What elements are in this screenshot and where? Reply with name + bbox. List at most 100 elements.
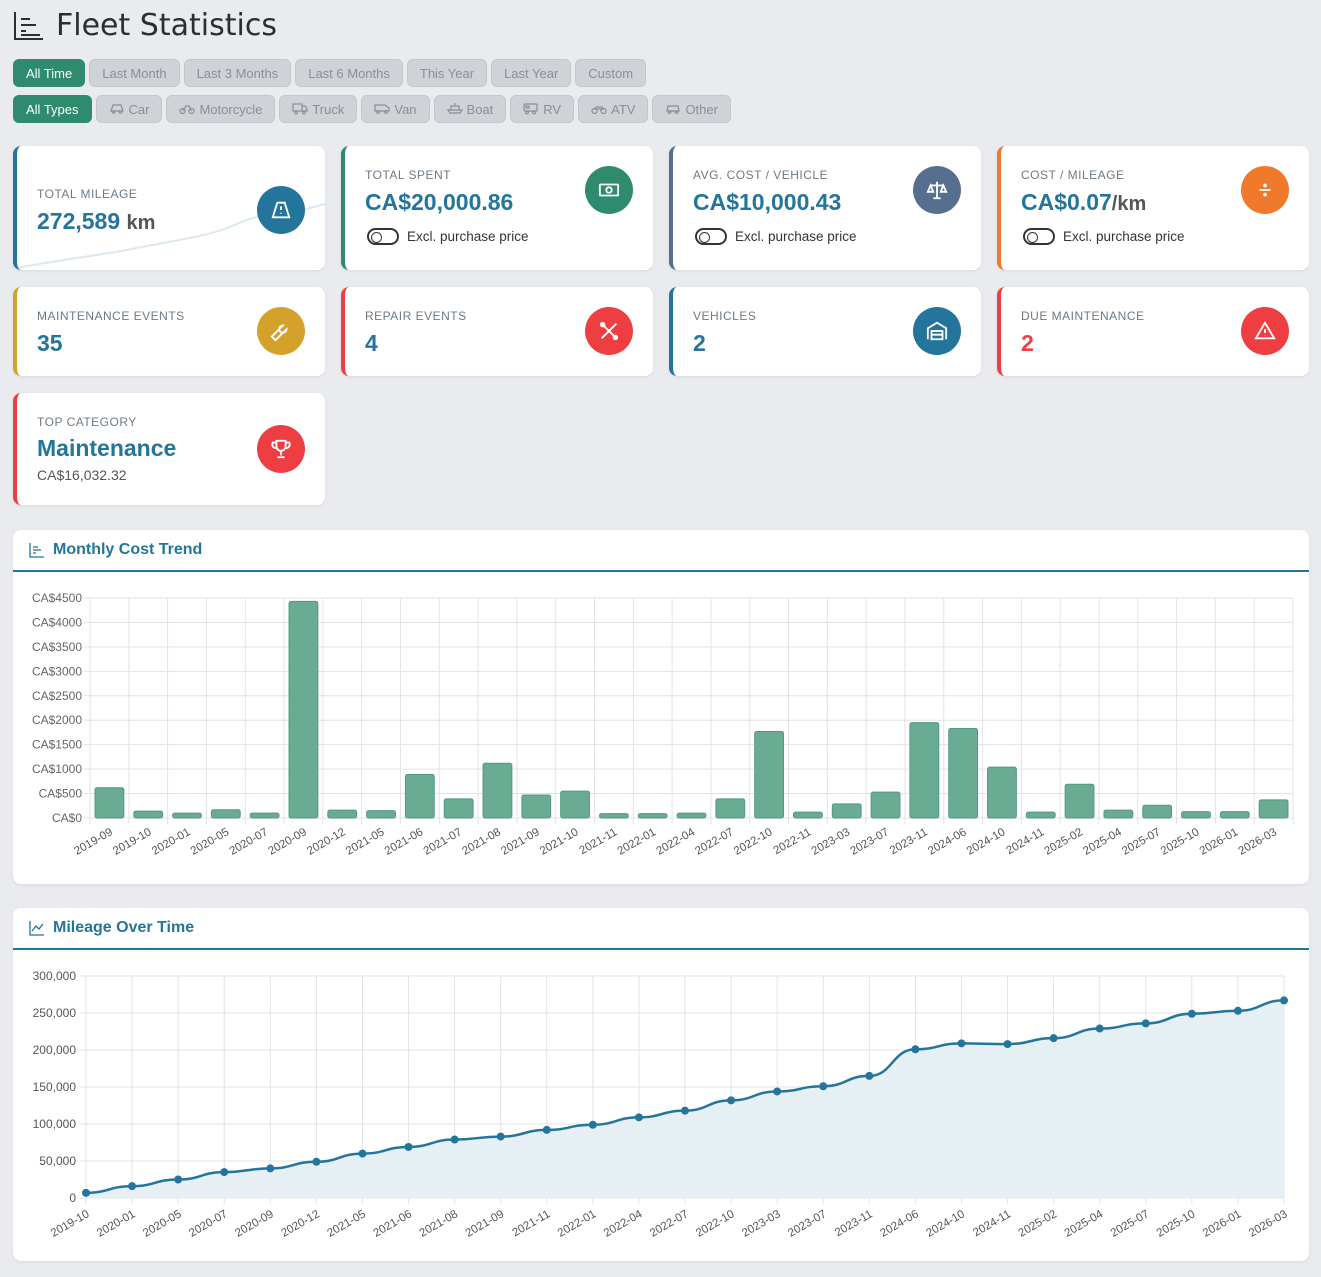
filter-label: Last 6 Months <box>308 65 390 81</box>
bar-chart-icon <box>14 11 43 40</box>
data-point <box>358 1149 367 1158</box>
x-tick-label: 2026-01 <box>1201 1208 1244 1240</box>
x-tick-label: 2022-07 <box>693 826 736 858</box>
bar <box>870 791 901 819</box>
filter-label: Last Month <box>102 65 167 81</box>
bar <box>366 810 396 819</box>
stat-value: 2 <box>693 330 706 356</box>
y-tick-label: CA$3000 <box>32 664 82 678</box>
tools-icon <box>585 307 633 355</box>
date-filter-last-3-months[interactable]: Last 3 Months <box>183 59 292 87</box>
bar <box>1219 811 1250 819</box>
x-tick-label: 2025-02 <box>1017 1208 1060 1240</box>
car-icon <box>109 101 125 118</box>
mileage-chart: 0 50,000 100,000 150,000 200,000 250,000 300,0… <box>33 969 1290 1240</box>
bar <box>172 812 202 819</box>
date-filter-custom[interactable]: Custom <box>575 59 647 87</box>
type-filter-motorcycle[interactable]: Motorcycle <box>166 95 276 123</box>
toggle-label: Excl. purchase price <box>1063 229 1185 244</box>
data-point <box>727 1096 736 1105</box>
x-tick-label: 2020-05 <box>141 1208 184 1240</box>
date-filter-last-6-months[interactable]: Last 6 Months <box>295 59 403 87</box>
x-tick-label: 2022-10 <box>732 826 775 858</box>
x-tick-label: 2025-07 <box>1120 826 1163 858</box>
y-tick-label: CA$2000 <box>32 713 82 727</box>
type-filter-atv[interactable]: ATV <box>578 95 649 123</box>
x-tick-label: 2024-11 <box>971 1208 1013 1239</box>
monthly-cost-chart: CA$0 CA$500 CA$1000 CA$1500 CA$2000 CA$2500 CA… <box>32 591 1294 858</box>
exclude-purchase-toggle[interactable]: Excl. purchase price <box>1023 228 1185 245</box>
type-filter-other[interactable]: Other <box>652 95 731 123</box>
garage-icon <box>913 307 961 355</box>
toggle-switch[interactable] <box>367 228 399 245</box>
x-tick-label: 2021-09 <box>464 1208 507 1240</box>
y-tick-label: CA$1000 <box>32 762 82 776</box>
x-tick-label: 2026-01 <box>1198 826 1241 858</box>
data-point <box>1003 1040 1012 1049</box>
x-tick-label: 2019-10 <box>111 826 154 858</box>
money-icon <box>585 166 633 214</box>
exclude-purchase-toggle[interactable]: Excl. purchase price <box>367 228 529 245</box>
y-tick-label: CA$4500 <box>32 591 82 605</box>
date-filter-all-time[interactable]: All Time <box>13 59 86 87</box>
data-point <box>174 1175 183 1184</box>
rv-icon <box>523 101 539 118</box>
exclude-purchase-toggle[interactable]: Excl. purchase price <box>695 228 857 245</box>
wrench-icon <box>257 307 305 355</box>
data-point <box>220 1168 229 1177</box>
x-tick-label: 2023-03 <box>810 826 853 858</box>
date-filter-last-year[interactable]: Last Year <box>491 59 572 87</box>
type-filter-van[interactable]: Van <box>361 95 430 123</box>
stat-label: Total Mileage <box>37 187 138 201</box>
bar <box>1258 799 1289 819</box>
type-filter-truck[interactable]: Truck <box>279 95 358 123</box>
filter-label: Last 3 Months <box>196 65 279 81</box>
x-tick-label: 2025-04 <box>1081 826 1124 858</box>
x-tick-label: 2020-01 <box>150 826 193 858</box>
x-tick-label: 2025-07 <box>1109 1208 1152 1240</box>
stat-value: 2 <box>1021 330 1034 356</box>
data-point <box>1141 1019 1150 1028</box>
type-filter-car[interactable]: Car <box>95 95 163 123</box>
y-tick-label: 150,000 <box>33 1080 77 1094</box>
x-tick-label: 2020-09 <box>233 1208 276 1240</box>
area-fill <box>86 1000 1284 1198</box>
x-tick-label: 2025-04 <box>1063 1208 1106 1240</box>
y-tick-label: CA$4000 <box>32 615 82 629</box>
toggle-switch[interactable] <box>1023 228 1055 245</box>
data-point <box>82 1188 90 1197</box>
bar <box>1142 804 1173 819</box>
filter-label: Custom <box>588 65 634 81</box>
type-filter-all-types[interactable]: All Types <box>13 95 92 123</box>
data-point <box>404 1142 413 1151</box>
stat-value: CA$20,000.86 <box>365 189 514 215</box>
data-point <box>542 1125 551 1134</box>
y-tick-label: CA$2500 <box>32 689 82 703</box>
monthly-cost-panel: Monthly Cost Trend CA$0 CA$500 CA$1000 CA$1… <box>13 530 1309 884</box>
x-tick-label: 2023-11 <box>833 1208 875 1239</box>
date-filter-this-year[interactable]: This Year <box>406 59 488 87</box>
page-title: Fleet Statistics <box>56 8 277 43</box>
stat-card-total-spent: Total Spent CA$20,000.86 Excl. purchase … <box>341 146 653 270</box>
stat-card-total-mileage: Total Mileage 272,589 km <box>13 146 325 270</box>
toggle-switch[interactable] <box>695 228 727 245</box>
bar <box>637 813 668 819</box>
bar <box>1025 811 1056 819</box>
date-filter-last-month[interactable]: Last Month <box>89 59 180 87</box>
data-point <box>312 1157 321 1166</box>
stat-value: CA$10,000.43 <box>693 189 842 215</box>
x-tick-label: 2021-05 <box>344 826 387 858</box>
filter-label: All Types <box>26 101 79 117</box>
panel-title-text: Monthly Cost Trend <box>53 541 203 558</box>
type-filter-boat[interactable]: Boat <box>433 95 507 123</box>
stat-card-avg-cost: Avg. Cost / Vehicle CA$10,000.43 Excl. p… <box>669 146 981 270</box>
bar <box>831 803 862 819</box>
y-tick-label: CA$1500 <box>32 738 82 752</box>
filter-label: ATV <box>611 101 636 117</box>
motorcycle-icon <box>179 101 196 118</box>
x-tick-label: 2021-08 <box>460 826 503 858</box>
stat-label: Avg. Cost / Vehicle <box>693 168 829 182</box>
y-tick-label: 50,000 <box>39 1154 76 1168</box>
type-filter-rv[interactable]: RV <box>510 95 575 123</box>
x-tick-label: 2021-09 <box>499 826 542 858</box>
